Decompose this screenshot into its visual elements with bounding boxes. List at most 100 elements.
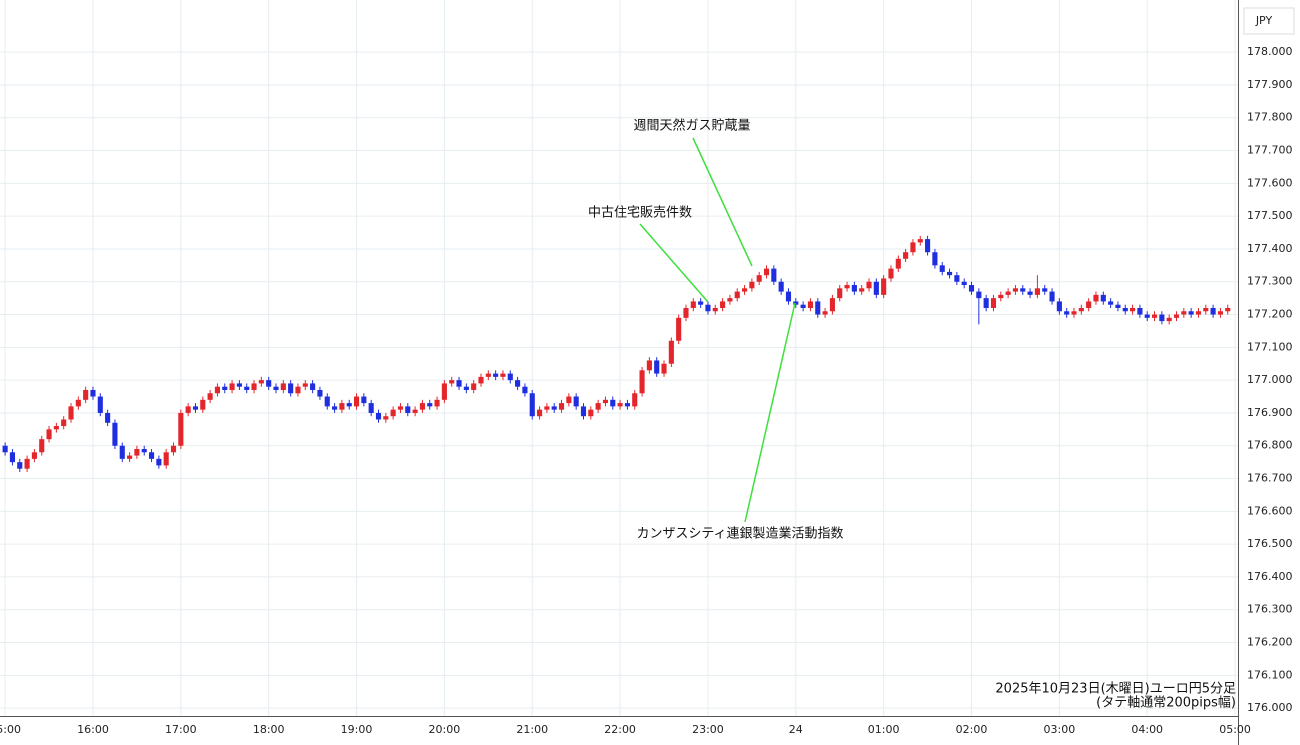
candle-body (1173, 314, 1180, 318)
candle-body (1049, 291, 1055, 302)
candle-body (1130, 307, 1136, 312)
candle-body (712, 307, 718, 312)
candle-body (1086, 301, 1092, 308)
candle-body (222, 386, 228, 390)
candle-body (1166, 317, 1172, 322)
candle-body (478, 376, 484, 384)
candle-body (324, 396, 330, 407)
y-tick-label: 177.100 (1247, 340, 1293, 353)
candle-body (375, 412, 382, 420)
candle-body (551, 406, 557, 410)
currency-box (1243, 7, 1295, 35)
candle-body (932, 252, 938, 266)
candle-body (983, 298, 989, 308)
x-tick-label: 15:00 (0, 723, 21, 736)
chart-note: 2025年10月23日(木曜日)ユーロ円5分足 (995, 682, 1236, 697)
x-tick-label: 03:00 (1044, 723, 1076, 736)
y-tick-label: 177.800 (1247, 111, 1293, 124)
candle-body (156, 458, 162, 466)
candle-body (617, 403, 623, 407)
candle-body (961, 281, 967, 286)
y-tick-label: 176.100 (1247, 668, 1293, 681)
candle-body (566, 396, 572, 404)
candle-body (668, 340, 674, 364)
annotation: カンザスシティ連銀製造業活動指数 (636, 526, 843, 542)
candle-body (9, 452, 16, 463)
candle-body (624, 403, 630, 407)
candle-body (302, 383, 308, 387)
candle-body (119, 445, 125, 459)
candle-body (419, 403, 425, 410)
candle-body (778, 281, 784, 292)
annotation-line (639, 223, 709, 303)
candle-body (851, 285, 857, 292)
candle-body (229, 383, 235, 390)
x-tick-label: 21:00 (516, 723, 548, 736)
annotation-line (744, 302, 796, 523)
y-tick-label: 178.000 (1247, 45, 1293, 58)
candle-body (859, 288, 865, 292)
candle-body (207, 393, 213, 400)
candle-body (1144, 314, 1150, 318)
grid (0, 0, 1238, 716)
candle-body (866, 281, 872, 289)
candle-body (785, 291, 792, 302)
candle-body (1122, 307, 1128, 312)
y-tick-label: 177.900 (1247, 78, 1293, 91)
candle-body (449, 380, 455, 384)
candle-body (427, 403, 433, 407)
y-tick-label: 177.200 (1247, 308, 1293, 321)
candle-body (332, 406, 338, 410)
x-tick-label: 05:00 (1219, 723, 1251, 736)
candle-body (405, 406, 411, 413)
candle-body (134, 449, 140, 456)
candle-body (97, 396, 103, 413)
candle-body (1005, 291, 1011, 295)
candle-body (288, 383, 294, 394)
candle-body (910, 242, 916, 253)
candle-body (602, 399, 609, 404)
candle-body (734, 291, 740, 299)
candle-body (463, 386, 469, 390)
candle-body (844, 285, 850, 289)
annotation: 中古住宅販売件数 (588, 205, 692, 221)
candle-body (112, 422, 118, 446)
x-tick-label: 02:00 (956, 723, 988, 736)
x-tick-label: 19:00 (341, 723, 373, 736)
candle-body (141, 449, 147, 453)
y-tick-label: 177.600 (1247, 176, 1293, 189)
candle-body (998, 294, 1004, 299)
y-tick-label: 176.900 (1247, 406, 1293, 419)
candle-body (954, 275, 960, 282)
candle-body (200, 399, 206, 410)
candle-body (500, 373, 506, 377)
candle-body (1210, 307, 1216, 315)
candle-body (639, 370, 645, 394)
y-tick-label: 176.600 (1247, 504, 1293, 517)
candle-body (1034, 288, 1040, 295)
candle-body (1217, 311, 1223, 315)
candle-body (1159, 314, 1165, 322)
candle-body (976, 291, 982, 299)
candle-body (353, 396, 360, 407)
candle-body (244, 386, 250, 390)
candle-body (46, 429, 52, 440)
candle-body (800, 304, 806, 308)
candle-body (946, 271, 953, 276)
candle-body (698, 301, 704, 305)
candle-body (1181, 311, 1187, 315)
candle-body (17, 462, 23, 469)
candle-body (105, 412, 111, 423)
candle-body (31, 452, 37, 459)
candle-body (1188, 311, 1194, 315)
candle-body (507, 373, 513, 381)
candle-body (1056, 301, 1062, 312)
x-tick-label: 17:00 (165, 723, 197, 736)
candle-body (68, 406, 74, 420)
candle-body (61, 419, 67, 427)
x-tick-label: 16:00 (77, 723, 109, 736)
candle-body (1027, 291, 1033, 295)
candle-body (368, 403, 374, 413)
candle-body (280, 383, 286, 390)
candle-body (1151, 314, 1158, 318)
